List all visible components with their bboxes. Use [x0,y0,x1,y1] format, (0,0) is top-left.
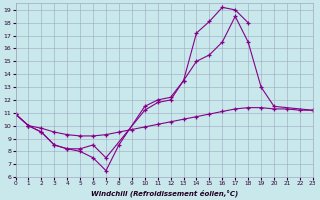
X-axis label: Windchill (Refroidissement éolien,°C): Windchill (Refroidissement éolien,°C) [91,189,238,197]
